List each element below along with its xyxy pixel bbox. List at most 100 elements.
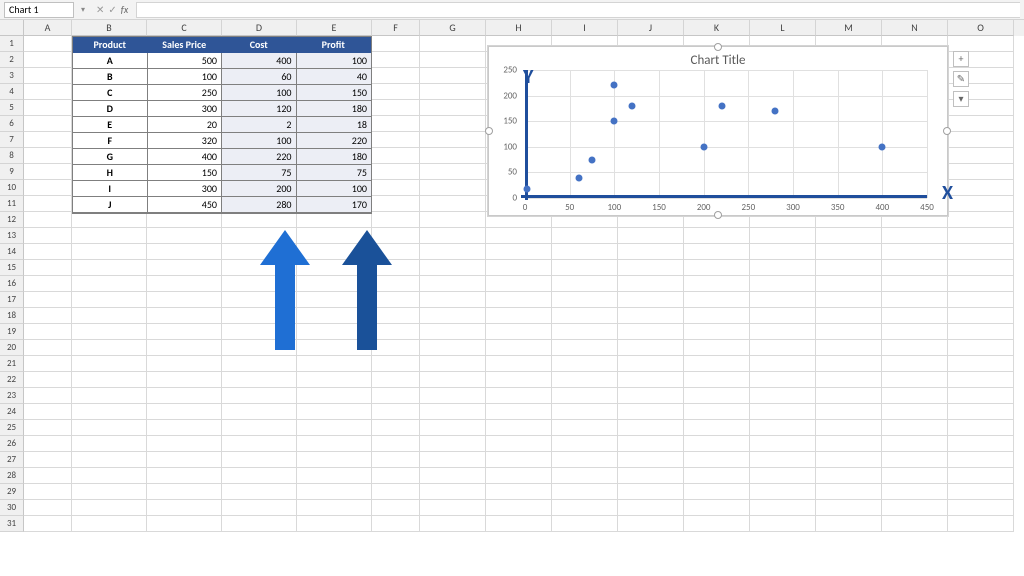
cell[interactable] xyxy=(684,388,750,404)
cell[interactable] xyxy=(816,484,882,500)
row-header[interactable]: 14 xyxy=(0,244,24,260)
cell[interactable] xyxy=(618,340,684,356)
cell[interactable] xyxy=(684,484,750,500)
row-header[interactable]: 21 xyxy=(0,356,24,372)
cell[interactable] xyxy=(750,292,816,308)
cell[interactable] xyxy=(618,356,684,372)
cell[interactable] xyxy=(882,228,948,244)
cell[interactable] xyxy=(882,468,948,484)
cell[interactable] xyxy=(948,148,1014,164)
cell[interactable] xyxy=(147,500,222,516)
row-header[interactable]: 12 xyxy=(0,212,24,228)
cell[interactable] xyxy=(552,228,618,244)
spreadsheet-grid[interactable]: ABCDEFGHIJKLMNO 123456789101112131415161… xyxy=(0,20,1024,576)
row-header[interactable]: 15 xyxy=(0,260,24,276)
cell[interactable] xyxy=(420,68,486,84)
cell[interactable] xyxy=(222,372,297,388)
row-header[interactable]: 8 xyxy=(0,148,24,164)
cell[interactable] xyxy=(147,404,222,420)
cell[interactable] xyxy=(684,260,750,276)
cell[interactable] xyxy=(948,484,1014,500)
cell[interactable] xyxy=(618,276,684,292)
cell[interactable] xyxy=(372,132,420,148)
cell[interactable] xyxy=(222,484,297,500)
cell[interactable] xyxy=(552,292,618,308)
cell[interactable] xyxy=(618,500,684,516)
cell[interactable] xyxy=(750,484,816,500)
cell[interactable] xyxy=(72,468,147,484)
cell[interactable] xyxy=(882,516,948,532)
cell[interactable] xyxy=(750,388,816,404)
cell[interactable] xyxy=(420,404,486,420)
cell[interactable] xyxy=(222,468,297,484)
column-header[interactable]: J xyxy=(618,20,684,36)
row-header[interactable]: 9 xyxy=(0,164,24,180)
cell[interactable] xyxy=(372,180,420,196)
cell[interactable] xyxy=(24,260,72,276)
cell[interactable] xyxy=(297,372,372,388)
cell[interactable] xyxy=(816,388,882,404)
cell[interactable] xyxy=(948,468,1014,484)
cell[interactable] xyxy=(24,388,72,404)
cell[interactable] xyxy=(147,372,222,388)
cell[interactable] xyxy=(552,308,618,324)
cell[interactable] xyxy=(882,388,948,404)
cell[interactable] xyxy=(72,228,147,244)
cell[interactable] xyxy=(486,420,552,436)
cell[interactable] xyxy=(948,244,1014,260)
cell[interactable] xyxy=(486,436,552,452)
cell[interactable] xyxy=(24,372,72,388)
cell[interactable] xyxy=(420,372,486,388)
cell[interactable] xyxy=(684,516,750,532)
row-header[interactable]: 23 xyxy=(0,388,24,404)
cell[interactable] xyxy=(552,372,618,388)
cell[interactable] xyxy=(882,436,948,452)
cell[interactable] xyxy=(486,388,552,404)
cell[interactable] xyxy=(486,452,552,468)
cell[interactable] xyxy=(882,308,948,324)
row-header[interactable]: 4 xyxy=(0,84,24,100)
cell[interactable] xyxy=(372,52,420,68)
cell[interactable] xyxy=(420,212,486,228)
cell[interactable] xyxy=(147,388,222,404)
cell[interactable] xyxy=(882,372,948,388)
cell[interactable] xyxy=(372,516,420,532)
cell[interactable] xyxy=(684,468,750,484)
cell[interactable] xyxy=(552,260,618,276)
cell[interactable] xyxy=(420,420,486,436)
cell[interactable] xyxy=(882,244,948,260)
cell[interactable] xyxy=(948,308,1014,324)
cell[interactable] xyxy=(618,244,684,260)
cell[interactable] xyxy=(222,420,297,436)
cell[interactable] xyxy=(948,340,1014,356)
cell[interactable] xyxy=(72,452,147,468)
cell[interactable] xyxy=(24,196,72,212)
cell[interactable] xyxy=(618,436,684,452)
cell[interactable] xyxy=(147,468,222,484)
cell[interactable] xyxy=(882,324,948,340)
cell[interactable] xyxy=(618,372,684,388)
cell[interactable] xyxy=(372,196,420,212)
cell[interactable] xyxy=(486,292,552,308)
column-header[interactable]: D xyxy=(222,20,297,36)
cell[interactable] xyxy=(24,356,72,372)
cell[interactable] xyxy=(486,468,552,484)
cell[interactable] xyxy=(24,228,72,244)
cell[interactable] xyxy=(948,276,1014,292)
cell[interactable] xyxy=(486,228,552,244)
cell[interactable] xyxy=(372,468,420,484)
cell[interactable] xyxy=(948,260,1014,276)
cell[interactable] xyxy=(486,356,552,372)
cell[interactable] xyxy=(816,452,882,468)
cell[interactable] xyxy=(24,276,72,292)
cell[interactable] xyxy=(816,340,882,356)
cell[interactable] xyxy=(816,372,882,388)
name-box-dropdown-icon[interactable]: ▾ xyxy=(78,5,88,15)
cell[interactable] xyxy=(420,244,486,260)
cell[interactable] xyxy=(552,516,618,532)
cell[interactable] xyxy=(750,308,816,324)
cell[interactable] xyxy=(684,500,750,516)
column-header[interactable]: C xyxy=(147,20,222,36)
cell[interactable] xyxy=(486,404,552,420)
cell[interactable] xyxy=(72,292,147,308)
